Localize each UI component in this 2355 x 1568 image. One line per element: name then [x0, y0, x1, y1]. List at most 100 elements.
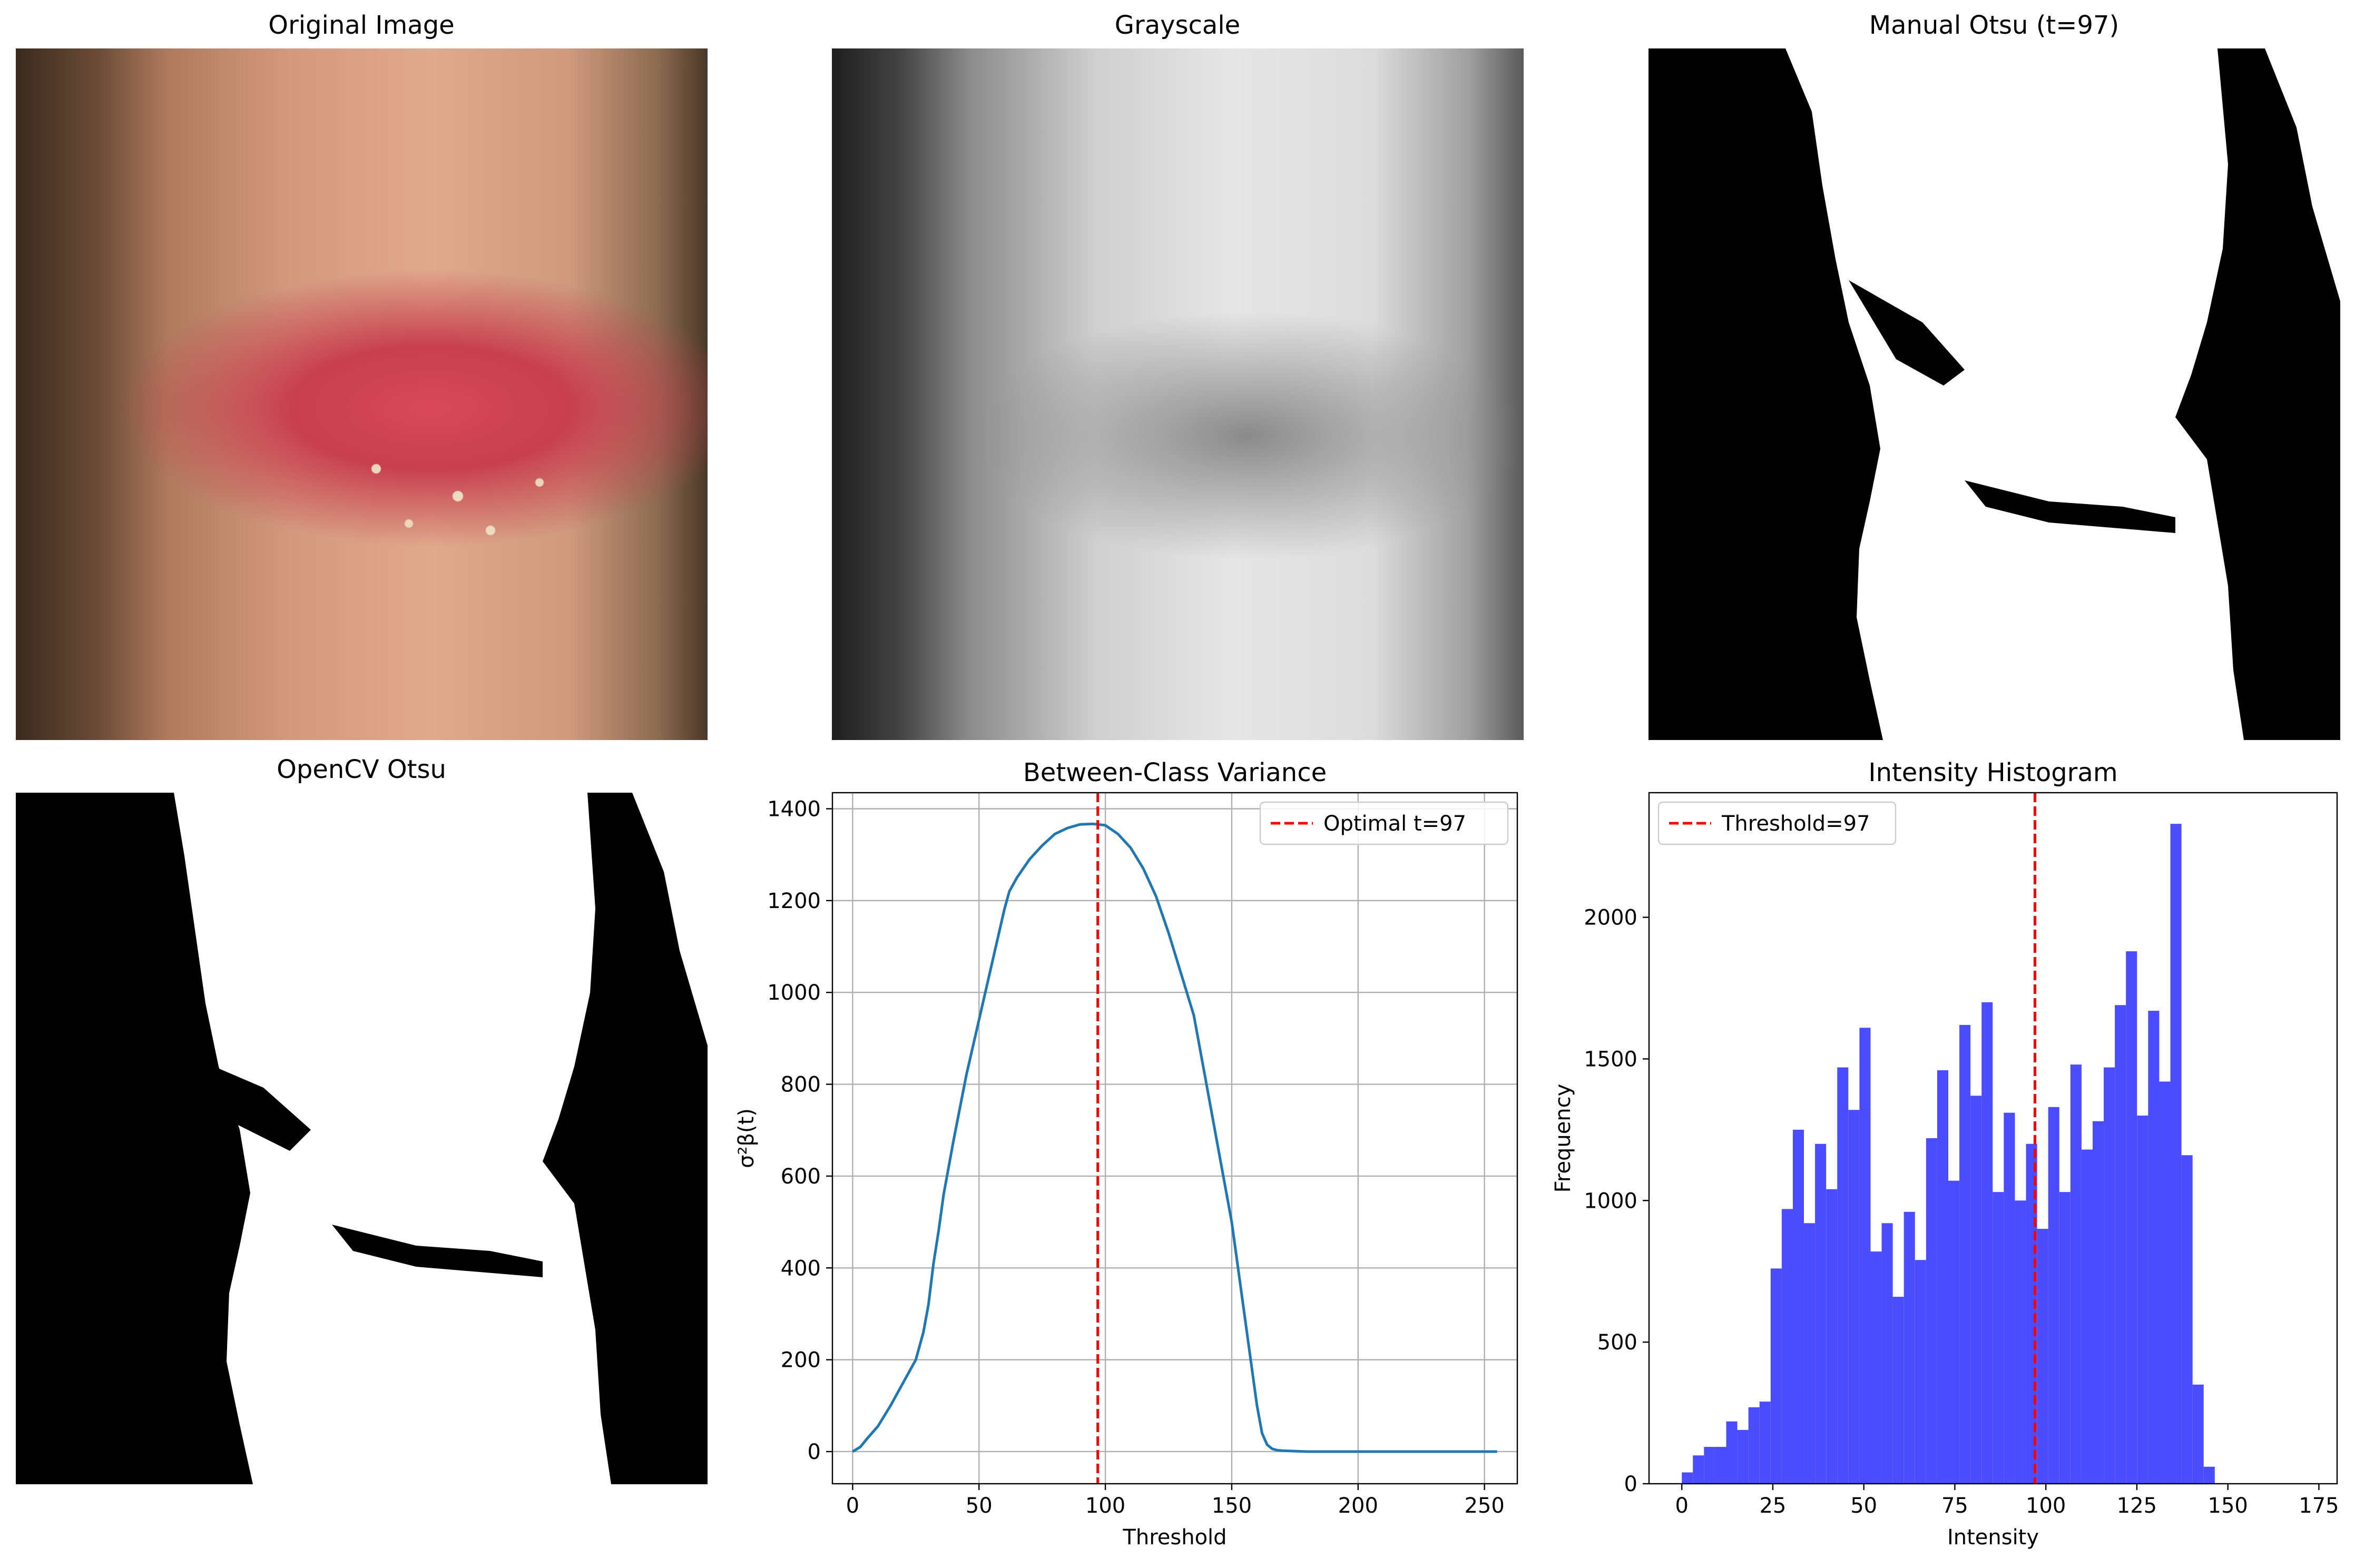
- histogram-bar: [2070, 1064, 2082, 1484]
- x-tick-label: 50: [1850, 1494, 1877, 1518]
- x-tick-label: 25: [1759, 1494, 1786, 1518]
- grayscale-image: [832, 48, 1524, 740]
- histogram-bar: [2104, 1067, 2115, 1484]
- histogram-bar: [1826, 1189, 1838, 1484]
- chart-title: Between-Class Variance: [1023, 758, 1327, 787]
- y-tick-label: 600: [781, 1165, 821, 1189]
- original-image: [16, 48, 708, 740]
- x-tick-label: 100: [1085, 1494, 1125, 1518]
- y-tick-label: 1000: [767, 981, 821, 1005]
- plot-frame: [1648, 792, 2338, 1485]
- x-axis-label: Threshold: [1122, 1525, 1226, 1550]
- between-class-variance-chart: Between-Class Variance 0 50 100 150 200 250 0 20…: [734, 758, 1518, 1550]
- legend-box: [1259, 801, 1509, 845]
- histogram-bar: [1770, 1268, 1782, 1484]
- variance-series-line: [852, 822, 1497, 1453]
- histogram-bar: [1737, 1429, 1749, 1484]
- histogram-bar: [1903, 1211, 1915, 1484]
- x-tick-label: 150: [1212, 1494, 1252, 1518]
- histogram-bar: [1693, 1455, 1704, 1484]
- histogram-bar: [1859, 1028, 1871, 1484]
- opencv-otsu-title: OpenCV Otsu: [277, 755, 446, 784]
- histogram-bar: [1915, 1260, 1926, 1484]
- histogram-bar: [1870, 1251, 1882, 1484]
- opencv-otsu-image: [16, 793, 708, 1484]
- histogram-bar: [1726, 1421, 1738, 1484]
- histogram-bar: [1682, 1472, 1693, 1484]
- legend-label: Threshold=97: [1721, 812, 1870, 836]
- y-tick-label: 200: [781, 1348, 821, 1373]
- histogram-bar: [2192, 1384, 2204, 1484]
- histogram-bar: [2137, 1115, 2148, 1484]
- x-tick-label: 125: [2117, 1494, 2157, 1518]
- histogram-bar: [1781, 1209, 1793, 1484]
- histogram-bar: [2048, 1107, 2059, 1484]
- histogram-bar: [2004, 1112, 2015, 1484]
- histogram-bar: [1815, 1143, 1827, 1484]
- y-tick-label: 500: [1597, 1330, 1637, 1355]
- histogram-bar: [1759, 1402, 1771, 1484]
- y-axis-label: σ²β(t): [734, 1108, 759, 1168]
- histogram-bar: [1804, 1223, 1816, 1484]
- histogram-bar: [2181, 1155, 2193, 1484]
- histogram-bar: [2203, 1466, 2215, 1484]
- histogram-bar: [2037, 1229, 2048, 1484]
- histogram-bar: [1993, 1192, 2004, 1484]
- histogram-bar: [2170, 824, 2182, 1484]
- histogram-bar: [1792, 1129, 1804, 1484]
- histogram-bar: [1948, 1180, 1960, 1484]
- x-tick-label: 200: [1338, 1494, 1378, 1518]
- y-tick-label: 0: [1624, 1472, 1637, 1496]
- grayscale-image-title: Grayscale: [1114, 11, 1241, 40]
- histogram-bar: [2059, 1192, 2071, 1484]
- y-axis-label: Frequency: [1551, 1084, 1575, 1193]
- x-tick-label: 250: [1464, 1494, 1504, 1518]
- histogram-bar: [1970, 1096, 1982, 1484]
- histogram-bar: [2148, 1011, 2160, 1484]
- y-tick-label: 1200: [767, 889, 821, 913]
- chart-title: Intensity Histogram: [1868, 758, 2117, 787]
- histogram-bar: [2115, 1005, 2126, 1484]
- y-tick-label: 1400: [767, 797, 821, 822]
- histogram-bar: [2092, 1121, 2104, 1484]
- histogram-bar: [2159, 1081, 2171, 1484]
- x-tick-label: 175: [2299, 1494, 2339, 1518]
- manual-otsu-image: [1648, 48, 2340, 740]
- histogram-bar: [1892, 1297, 1904, 1484]
- legend-box: [1657, 801, 1897, 845]
- plot-frame: [831, 792, 1518, 1485]
- y-tick-label: 1500: [1584, 1047, 1637, 1071]
- histogram-bar: [1881, 1223, 1893, 1484]
- x-tick-label: 150: [2208, 1494, 2248, 1518]
- histogram-bar: [1937, 1070, 1949, 1484]
- histogram-bar: [2081, 1149, 2093, 1484]
- histogram-bar: [1848, 1110, 1860, 1484]
- x-tick-label: 75: [1941, 1494, 1968, 1518]
- x-tick-label: 0: [1675, 1494, 1688, 1518]
- x-tick-label: 50: [966, 1494, 993, 1518]
- opencv-otsu-mask: [16, 793, 708, 1484]
- y-tick-label: 0: [808, 1440, 821, 1464]
- x-tick-label: 100: [2026, 1494, 2066, 1518]
- original-image-title: Original Image: [268, 11, 455, 40]
- histogram-bar: [1981, 1002, 1993, 1484]
- y-tick-label: 2000: [1584, 906, 1637, 930]
- histogram-bar: [1959, 1024, 1971, 1484]
- histogram-bar: [1748, 1407, 1760, 1484]
- y-tick-label: 400: [781, 1256, 821, 1280]
- histogram-bar: [1837, 1067, 1849, 1484]
- histogram-bar: [1704, 1447, 1715, 1484]
- lesion-highlights: [311, 428, 637, 565]
- y-tick-label: 800: [781, 1073, 821, 1097]
- y-tick-label: 1000: [1584, 1189, 1637, 1213]
- x-tick-label: 0: [846, 1494, 859, 1518]
- x-axis-label: Intensity: [1947, 1525, 2039, 1550]
- histogram-bar: [1926, 1138, 1937, 1484]
- intensity-histogram-chart: Intensity Histogram 0 25 50 75 100 125 150 175 0 5…: [1551, 758, 2339, 1550]
- histogram-bar: [2015, 1200, 2026, 1484]
- histogram-bar: [2126, 951, 2137, 1484]
- histogram-bar: [1715, 1447, 1726, 1484]
- manual-otsu-title: Manual Otsu (t=97): [1869, 11, 2120, 40]
- legend-label: Optimal t=97: [1323, 812, 1466, 836]
- manual-otsu-mask: [1648, 48, 2340, 740]
